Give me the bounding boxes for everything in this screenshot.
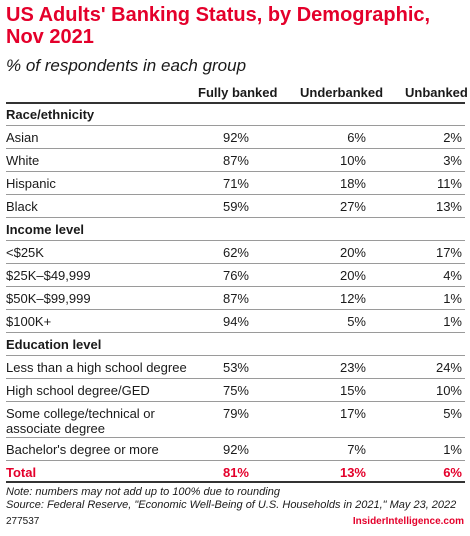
- cell-underbanked: 20%: [339, 245, 366, 260]
- cell-underbanked: 23%: [339, 360, 366, 375]
- cell-underbanked: 20%: [339, 268, 366, 283]
- cell-unbanked: 6%: [443, 465, 462, 480]
- row-divider: [6, 194, 465, 195]
- cell-unbanked: 1%: [443, 291, 462, 306]
- row-divider: [6, 171, 465, 172]
- cell-unbanked: 4%: [443, 268, 462, 283]
- chart-id: 277537: [6, 516, 40, 527]
- cell-unbanked: 2%: [443, 130, 462, 145]
- row-divider: [6, 460, 465, 461]
- bottom-rule: [6, 481, 465, 483]
- cell-fully-banked: 81%: [222, 465, 249, 480]
- section-header: Education level: [6, 337, 465, 360]
- cell-underbanked: 27%: [339, 199, 366, 214]
- cell-fully-banked: 87%: [222, 153, 249, 168]
- cell-underbanked: 6%: [347, 130, 366, 145]
- cell-underbanked: 15%: [339, 383, 366, 398]
- chart-title: US Adults' Banking Status, by Demographi…: [6, 4, 431, 48]
- row-divider: [6, 355, 465, 356]
- table-row: $25K–$49,999 76% 20% 4%: [6, 268, 465, 291]
- table-row: $50K–$99,999 87% 12% 1%: [6, 291, 465, 314]
- section-label: Income level: [6, 222, 85, 237]
- cell-unbanked: 3%: [443, 153, 462, 168]
- row-divider: [6, 401, 465, 402]
- cell-fully-banked: 62%: [222, 245, 249, 260]
- source-text: Source: Federal Reserve, "Economic Well-…: [6, 499, 457, 511]
- row-label: White: [6, 153, 40, 168]
- brand-link[interactable]: InsiderIntelligence.com: [352, 516, 464, 527]
- row-divider: [6, 437, 465, 438]
- table-row: $100K+ 94% 5% 1%: [6, 314, 465, 337]
- cell-underbanked: 18%: [339, 176, 366, 191]
- chart-subtitle: % of respondents in each group: [6, 56, 247, 75]
- column-header-underbanked: Underbanked: [300, 85, 384, 100]
- cell-fully-banked: 75%: [222, 383, 249, 398]
- table-row: Asian 92% 6% 2%: [6, 130, 465, 153]
- row-divider: [6, 332, 465, 333]
- row-divider: [6, 286, 465, 287]
- cell-unbanked: 1%: [443, 314, 462, 329]
- row-label: Black: [6, 199, 38, 214]
- row-divider: [6, 217, 465, 218]
- section-header: Income level: [6, 222, 465, 245]
- cell-underbanked: 13%: [339, 465, 366, 480]
- section-label: Race/ethnicity: [6, 107, 95, 122]
- total-row: Total 81% 13% 6%: [6, 465, 465, 488]
- row-label: Total: [6, 465, 37, 480]
- cell-underbanked: 7%: [347, 442, 366, 457]
- cell-unbanked: 24%: [435, 360, 462, 375]
- table-row: Less than a high school degree 53% 23% 24%: [6, 360, 465, 383]
- row-label: High school degree/GED: [6, 383, 150, 398]
- cell-underbanked: 17%: [339, 406, 366, 421]
- row-divider: [6, 378, 465, 379]
- cell-fully-banked: 79%: [222, 406, 249, 421]
- cell-unbanked: 13%: [435, 199, 462, 214]
- cell-fully-banked: 76%: [222, 268, 249, 283]
- row-label: <$25K: [6, 245, 44, 260]
- header-rule: [6, 102, 465, 104]
- cell-fully-banked: 59%: [222, 199, 249, 214]
- note-text: Note: numbers may not add up to 100% due…: [6, 486, 280, 498]
- row-label: Less than a high school degree: [6, 360, 187, 375]
- table-row: Some college/technical or associate degr…: [6, 406, 465, 442]
- cell-unbanked: 5%: [443, 406, 462, 421]
- cell-unbanked: 10%: [435, 383, 462, 398]
- cell-unbanked: 1%: [443, 442, 462, 457]
- table-row: Black 59% 27% 13%: [6, 199, 465, 222]
- row-label: $25K–$49,999: [6, 268, 91, 283]
- section-label: Education level: [6, 337, 102, 352]
- cell-underbanked: 10%: [339, 153, 366, 168]
- row-divider: [6, 125, 465, 126]
- section-header: Race/ethnicity: [6, 107, 465, 130]
- cell-underbanked: 12%: [339, 291, 366, 306]
- cell-fully-banked: 94%: [222, 314, 249, 329]
- column-header-unbanked: Unbanked: [405, 85, 468, 100]
- table-row: Bachelor's degree or more 92% 7% 1%: [6, 442, 465, 465]
- cell-fully-banked: 53%: [222, 360, 249, 375]
- row-divider: [6, 148, 465, 149]
- row-label: Some college/technical or associate degr…: [6, 406, 155, 436]
- row-label: $50K–$99,999: [6, 291, 91, 306]
- row-label: $100K+: [6, 314, 52, 329]
- table-row: <$25K 62% 20% 17%: [6, 245, 465, 268]
- cell-unbanked: 17%: [435, 245, 462, 260]
- column-header-fully-banked: Fully banked: [198, 85, 278, 100]
- table-row: White 87% 10% 3%: [6, 153, 465, 176]
- row-label: Hispanic: [6, 176, 56, 191]
- row-label: Bachelor's degree or more: [6, 442, 159, 457]
- row-divider: [6, 263, 465, 264]
- cell-unbanked: 11%: [436, 176, 462, 191]
- row-label: Asian: [6, 130, 39, 145]
- row-divider: [6, 240, 465, 241]
- row-divider: [6, 309, 465, 310]
- cell-fully-banked: 92%: [222, 442, 249, 457]
- cell-fully-banked: 92%: [222, 130, 249, 145]
- table-row: Hispanic 71% 18% 11%: [6, 176, 465, 199]
- cell-underbanked: 5%: [347, 314, 366, 329]
- cell-fully-banked: 87%: [222, 291, 249, 306]
- cell-fully-banked: 71%: [222, 176, 249, 191]
- table-row: High school degree/GED 75% 15% 10%: [6, 383, 465, 406]
